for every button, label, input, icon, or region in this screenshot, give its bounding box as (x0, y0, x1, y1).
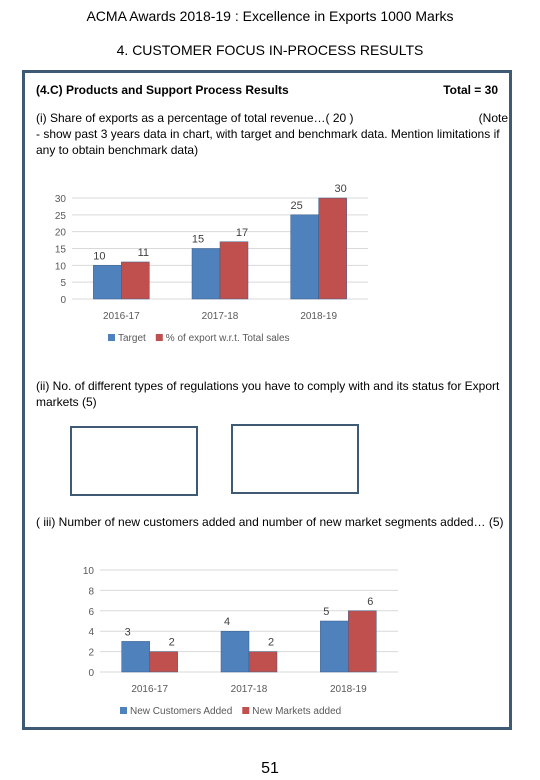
chart2-xtick: 2017-18 (231, 684, 268, 695)
chart1-bar (191, 248, 221, 300)
chart2-ytick: 10 (83, 566, 95, 577)
chart2-bar (220, 630, 250, 673)
chart2-bar (149, 651, 178, 673)
chart1-ytick: 0 (60, 295, 66, 306)
regulations-box-right (231, 424, 359, 494)
chart1-data-label: 11 (138, 247, 149, 259)
item-3-text: ( iii) Number of new customers added and… (36, 515, 504, 529)
page-number: 51 (261, 760, 279, 777)
chart1-ytick: 10 (55, 261, 67, 272)
chart2-data-label: 2 (268, 637, 274, 649)
chart2-legend-label: New Customers Added (130, 706, 232, 717)
chart2-xtick: 2018-19 (330, 684, 367, 695)
chart-exports: 0 5 10 15 20 25 30 10 11 2016-17 15 17 2017-18 25 30 20… (55, 184, 368, 344)
chart1-data-label: 17 (236, 227, 248, 239)
chart1-legend-label: Target (118, 333, 146, 344)
chart2-legend-swatch (120, 707, 127, 714)
chart2-data-label: 5 (323, 606, 329, 618)
chart1-data-label: 15 (192, 234, 204, 246)
chart2-bar (248, 651, 278, 673)
chart1-ytick: 30 (55, 194, 67, 205)
chart2-ytick: 6 (88, 607, 94, 618)
item-1-cont: - show past 3 years data in chart, with … (36, 127, 500, 157)
chart2-bar (121, 641, 150, 673)
chart2-ytick: 2 (88, 648, 94, 659)
chart2-data-label: 6 (367, 596, 373, 608)
total-marks: Total = 30 (443, 83, 498, 97)
chart1-xtick: 2017-18 (202, 311, 239, 322)
chart1-bar (290, 214, 319, 300)
chart2-ytick: 8 (88, 586, 94, 597)
chart1-bar (121, 261, 150, 300)
chart1-legend-swatch (108, 334, 115, 341)
section-title: 4. CUSTOMER FOCUS IN-PROCESS RESULTS (116, 42, 424, 58)
chart2-ytick: 4 (88, 627, 94, 638)
item-1-main: (i) Share of exports as a percentage of … (36, 111, 354, 125)
chart1-xtick: 2018-19 (300, 311, 337, 322)
chart1-ytick: 5 (60, 278, 66, 289)
chart2-legend-label: New Markets added (252, 706, 341, 717)
chart2-legend-swatch (242, 707, 250, 714)
header-title: ACMA Awards 2018-19 : Excellence in Expo… (86, 8, 454, 24)
chart1-bar (93, 265, 122, 300)
chart2-data-label: 4 (224, 616, 230, 628)
item-1-text: (i) Share of exports as a percentage of … (36, 110, 508, 158)
chart1-legend-label: % of export w.r.t. Total sales (166, 333, 290, 344)
chart1-ytick: 25 (55, 211, 67, 222)
chart1-xtick: 2016-17 (103, 311, 140, 322)
chart2-data-label: 3 (125, 626, 131, 638)
chart2-data-label: 2 (169, 637, 175, 649)
chart1-data-label: 25 (291, 200, 303, 212)
chart2-bar (348, 610, 377, 673)
chart1-ytick: 15 (55, 245, 67, 256)
content-frame (22, 70, 512, 730)
item-1-note-start: (Note (478, 111, 508, 125)
chart2-xtick: 2016-17 (131, 684, 168, 695)
chart1-ytick: 20 (55, 228, 67, 239)
chart1-bar (219, 241, 249, 300)
chart1-data-label: 30 (335, 184, 347, 195)
item-2-text: (ii) No. of different types of regulatio… (36, 379, 500, 409)
chart2-bar (320, 620, 349, 673)
chart2-ytick: 0 (88, 668, 94, 679)
subsection-title: (4.C) Products and Support Process Resul… (36, 83, 289, 97)
regulations-box-left (70, 426, 198, 496)
chart1-bar (318, 197, 347, 300)
chart-customers: 0 2 4 6 8 10 3 2 2016-17 4 2 2017-18 5 6 2018-19 New Cu… (83, 566, 398, 717)
chart1-legend-swatch (155, 334, 163, 341)
chart1-data-label: 10 (93, 250, 105, 262)
